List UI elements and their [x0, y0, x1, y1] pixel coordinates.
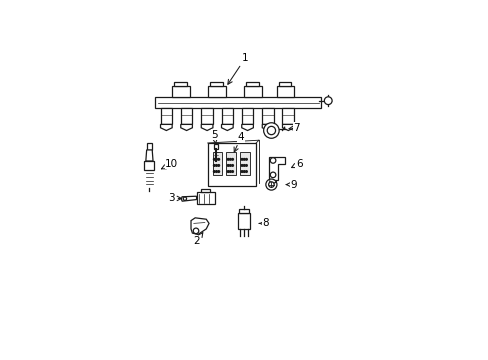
Circle shape — [218, 171, 219, 172]
Polygon shape — [221, 125, 233, 131]
Bar — [226, 152, 236, 175]
Polygon shape — [144, 161, 154, 170]
Bar — [196, 192, 214, 204]
Text: 4: 4 — [234, 132, 244, 152]
Circle shape — [270, 158, 275, 163]
Bar — [173, 82, 187, 86]
Polygon shape — [262, 125, 273, 131]
Text: 10: 10 — [161, 159, 178, 169]
Polygon shape — [282, 125, 293, 131]
Text: 5: 5 — [211, 130, 218, 143]
Circle shape — [213, 158, 215, 160]
Circle shape — [213, 165, 215, 166]
Circle shape — [243, 158, 244, 160]
Bar — [243, 86, 261, 97]
Circle shape — [229, 158, 231, 160]
Bar — [207, 143, 256, 186]
Circle shape — [227, 171, 228, 172]
Bar — [282, 108, 293, 125]
Bar — [207, 86, 225, 97]
Bar — [200, 189, 210, 192]
Bar — [240, 152, 249, 175]
Text: 8: 8 — [259, 219, 268, 228]
Bar — [279, 82, 291, 86]
Circle shape — [229, 165, 231, 166]
Polygon shape — [191, 218, 208, 234]
Circle shape — [231, 171, 233, 172]
Bar — [201, 108, 212, 125]
Circle shape — [243, 165, 244, 166]
Circle shape — [213, 171, 215, 172]
Circle shape — [231, 165, 233, 166]
Text: 7: 7 — [288, 123, 299, 133]
Bar — [262, 108, 273, 125]
Circle shape — [227, 165, 228, 166]
Text: 1: 1 — [227, 53, 248, 84]
Polygon shape — [181, 196, 196, 201]
Circle shape — [218, 165, 219, 166]
Bar — [209, 82, 223, 86]
Text: 9: 9 — [286, 180, 296, 190]
Polygon shape — [160, 125, 172, 131]
Bar — [238, 213, 249, 229]
Bar — [276, 86, 293, 97]
Polygon shape — [181, 125, 192, 131]
Bar — [181, 108, 192, 125]
Circle shape — [229, 171, 231, 172]
Text: 6: 6 — [291, 159, 302, 169]
Circle shape — [263, 123, 279, 138]
Circle shape — [241, 171, 243, 172]
Bar — [171, 86, 189, 97]
Polygon shape — [201, 125, 212, 131]
Text: 2: 2 — [193, 233, 203, 246]
Circle shape — [215, 171, 217, 172]
Polygon shape — [241, 125, 253, 131]
Bar — [239, 209, 248, 213]
Circle shape — [270, 172, 275, 177]
Circle shape — [245, 165, 247, 166]
Circle shape — [265, 179, 276, 190]
Circle shape — [218, 158, 219, 160]
Circle shape — [231, 158, 233, 160]
Circle shape — [324, 97, 331, 104]
Circle shape — [267, 126, 275, 135]
Bar — [214, 144, 218, 149]
Bar — [221, 108, 233, 125]
Circle shape — [245, 158, 247, 160]
Circle shape — [241, 158, 243, 160]
Bar — [155, 97, 321, 108]
Bar — [147, 143, 151, 150]
Polygon shape — [268, 157, 284, 180]
Bar — [212, 152, 222, 175]
Circle shape — [215, 165, 217, 166]
Circle shape — [243, 171, 244, 172]
Circle shape — [193, 228, 198, 234]
Bar — [245, 82, 259, 86]
Bar — [241, 108, 253, 125]
Circle shape — [268, 182, 274, 187]
Polygon shape — [145, 150, 153, 161]
Circle shape — [245, 171, 247, 172]
Text: 3: 3 — [168, 193, 181, 203]
Bar — [160, 108, 172, 125]
Circle shape — [241, 165, 243, 166]
Circle shape — [183, 197, 186, 201]
Circle shape — [227, 158, 228, 160]
Circle shape — [215, 158, 217, 160]
